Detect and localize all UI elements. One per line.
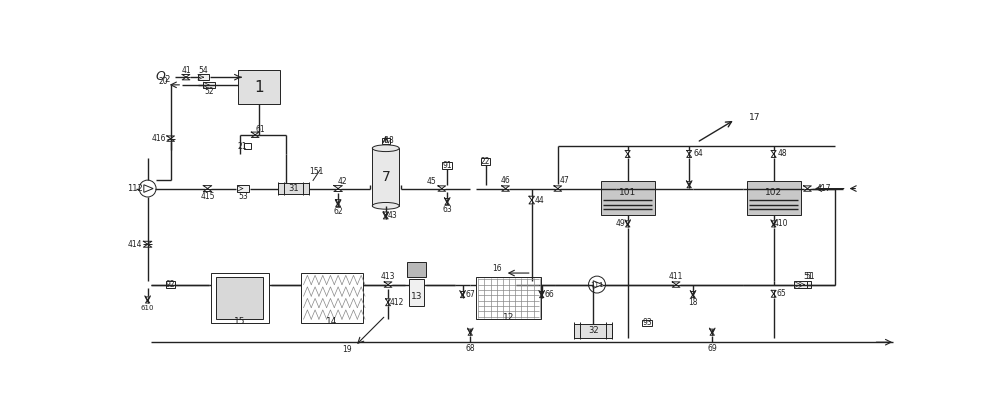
- Bar: [211, 273, 269, 323]
- Text: 416: 416: [152, 134, 166, 143]
- Text: 18: 18: [688, 298, 698, 307]
- Text: 51: 51: [806, 272, 815, 282]
- Text: 112: 112: [127, 184, 142, 193]
- Text: 49: 49: [615, 220, 625, 228]
- Text: $O_2$: $O_2$: [155, 70, 171, 85]
- Text: 17: 17: [749, 113, 760, 122]
- Text: 64: 64: [694, 150, 703, 158]
- Text: 12: 12: [503, 313, 514, 322]
- Text: 48: 48: [778, 150, 788, 158]
- Text: 41: 41: [181, 66, 191, 75]
- Text: 151: 151: [309, 167, 324, 176]
- Text: 53: 53: [238, 192, 248, 202]
- Bar: [216, 277, 263, 319]
- Text: 413: 413: [381, 272, 395, 282]
- Bar: [166, 281, 175, 288]
- Text: 65: 65: [776, 289, 786, 298]
- Text: 67: 67: [465, 290, 475, 299]
- Text: 8: 8: [389, 137, 394, 145]
- Text: 91: 91: [442, 161, 452, 170]
- Bar: [301, 273, 363, 323]
- Text: 411: 411: [669, 272, 683, 282]
- Text: 45: 45: [427, 177, 437, 186]
- Text: 69: 69: [707, 344, 717, 353]
- Text: 610: 610: [141, 305, 154, 310]
- Bar: [407, 261, 426, 277]
- Bar: [601, 181, 655, 215]
- Bar: [798, 281, 811, 288]
- Bar: [238, 70, 280, 104]
- Text: 101: 101: [619, 188, 636, 197]
- Ellipse shape: [372, 202, 399, 209]
- Text: 417: 417: [816, 184, 831, 193]
- Text: 21: 21: [237, 142, 247, 151]
- Text: 42: 42: [338, 177, 348, 186]
- Bar: [237, 185, 249, 192]
- Text: 43: 43: [388, 211, 398, 220]
- Text: 20: 20: [158, 77, 168, 85]
- Text: 8: 8: [383, 137, 388, 145]
- Text: 19: 19: [343, 345, 352, 354]
- Text: 414: 414: [128, 240, 143, 249]
- Bar: [574, 324, 612, 338]
- Bar: [442, 162, 452, 169]
- Text: 415: 415: [200, 192, 215, 202]
- Bar: [642, 320, 652, 326]
- Text: 412: 412: [390, 298, 404, 307]
- Text: 1: 1: [254, 80, 264, 95]
- Text: 102: 102: [765, 188, 782, 197]
- Ellipse shape: [372, 145, 399, 152]
- Text: 16: 16: [492, 264, 502, 273]
- Text: 22: 22: [481, 157, 490, 166]
- Bar: [794, 281, 807, 288]
- Bar: [203, 82, 215, 88]
- Bar: [476, 277, 541, 319]
- Text: 52: 52: [204, 87, 214, 96]
- Text: 32: 32: [588, 326, 598, 335]
- Text: 51: 51: [803, 272, 813, 282]
- Text: 111: 111: [590, 282, 604, 288]
- Text: 63: 63: [442, 205, 452, 214]
- Bar: [481, 158, 490, 165]
- Text: 92: 92: [166, 280, 175, 289]
- Text: 15: 15: [234, 317, 246, 326]
- Text: 31: 31: [288, 184, 299, 193]
- Bar: [382, 138, 390, 144]
- Bar: [244, 143, 251, 150]
- Text: 7: 7: [381, 170, 390, 184]
- Text: 46: 46: [501, 176, 510, 185]
- Text: 61: 61: [256, 125, 265, 134]
- Text: 54: 54: [199, 66, 209, 75]
- Bar: [747, 181, 801, 215]
- Bar: [372, 148, 399, 206]
- Bar: [278, 183, 309, 194]
- Bar: [409, 279, 424, 306]
- Text: 68: 68: [465, 344, 475, 353]
- Text: 44: 44: [535, 196, 544, 204]
- Bar: [198, 74, 209, 80]
- Text: 13: 13: [411, 292, 422, 300]
- Text: 66: 66: [544, 290, 554, 299]
- Text: 47: 47: [560, 176, 570, 185]
- Text: 62: 62: [333, 207, 343, 216]
- Text: 14: 14: [326, 317, 338, 326]
- Text: 410: 410: [774, 220, 789, 228]
- Text: 93: 93: [642, 318, 652, 328]
